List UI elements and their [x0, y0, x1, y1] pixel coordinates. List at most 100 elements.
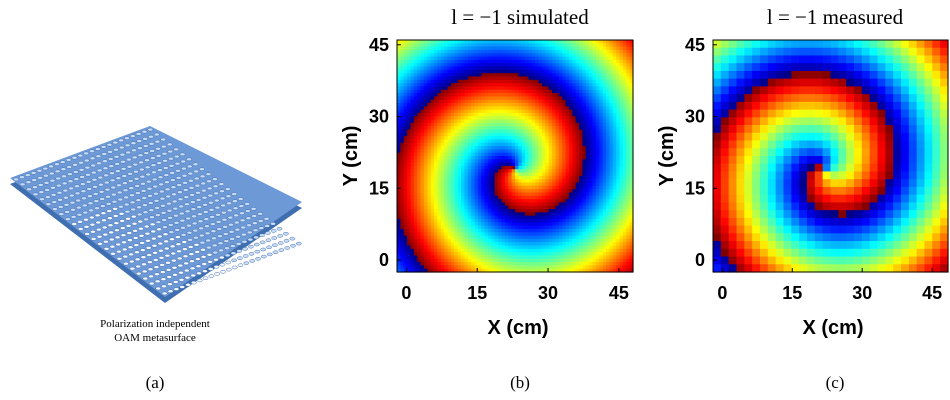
- nano-ring: [156, 287, 161, 290]
- nano-ring: [136, 132, 141, 135]
- nano-ring: [103, 167, 108, 170]
- nano-ring: [260, 241, 265, 244]
- nano-ring: [290, 244, 295, 247]
- nano-ring: [104, 247, 109, 250]
- nano-ring: [135, 258, 140, 261]
- nano-ring: [199, 168, 204, 171]
- nano-ring: [60, 161, 65, 164]
- nano-ring: [215, 272, 220, 275]
- nano-ring: [164, 247, 169, 250]
- nano-ring: [103, 233, 108, 236]
- nano-ring: [74, 185, 79, 188]
- nano-ring: [173, 280, 178, 283]
- nano-ring: [210, 223, 215, 226]
- nano-ring: [155, 280, 160, 283]
- nano-ring: [277, 227, 282, 230]
- nano-ring: [290, 237, 295, 240]
- nano-ring: [253, 229, 258, 232]
- nano-ring: [261, 248, 266, 251]
- nano-ring: [89, 150, 94, 153]
- nano-ring: [243, 254, 248, 257]
- nano-ring: [231, 252, 236, 255]
- nano-ring: [161, 278, 166, 281]
- nano-ring: [201, 255, 206, 258]
- nano-ring: [126, 158, 131, 161]
- nano-ring: [159, 183, 164, 186]
- nano-ring: [173, 207, 178, 210]
- nano-ring: [191, 281, 196, 284]
- nano-ring: [91, 237, 96, 240]
- nano-ring: [145, 166, 150, 169]
- nano-ring: [170, 171, 175, 174]
- nano-ring: [168, 290, 173, 293]
- nano-ring: [130, 135, 135, 138]
- nano-ring: [126, 224, 131, 227]
- nano-ring: [205, 232, 210, 235]
- nano-ring: [96, 162, 101, 165]
- nano-ring: [252, 222, 257, 225]
- nano-ring: [117, 191, 122, 194]
- nano-ring: [76, 199, 81, 202]
- nano-ring: [122, 248, 127, 251]
- nano-ring: [144, 218, 149, 221]
- nano-ring: [151, 230, 156, 233]
- nano-ring: [117, 257, 122, 260]
- nano-ring: [176, 250, 181, 253]
- nano-ring: [148, 128, 153, 131]
- nano-ring: [161, 138, 166, 141]
- nano-ring: [77, 213, 82, 216]
- nano-ring: [14, 178, 19, 181]
- nano-ring: [170, 179, 175, 182]
- nano-ring: [167, 283, 172, 286]
- nano-ring: [168, 223, 173, 226]
- nano-ring: [183, 255, 188, 258]
- nano-ring: [174, 148, 179, 151]
- nano-ring: [80, 183, 85, 186]
- nano-ring: [184, 203, 189, 206]
- nano-ring: [131, 208, 136, 211]
- nano-ring: [141, 189, 146, 192]
- nano-ring: [155, 140, 160, 143]
- nano-ring: [162, 226, 167, 229]
- nano-ring: [145, 239, 150, 242]
- nano-ring: [141, 263, 146, 266]
- nano-ring: [138, 220, 143, 223]
- nano-ring: [166, 195, 171, 198]
- nano-ring: [164, 240, 169, 243]
- nano-ring: [113, 141, 118, 144]
- nano-ring: [190, 193, 195, 196]
- nano-ring: [116, 184, 121, 187]
- nano-ring: [163, 166, 168, 169]
- nano-ring: [156, 228, 161, 231]
- nano-ring: [179, 278, 184, 281]
- nano-ring: [125, 210, 130, 213]
- nano-ring: [237, 250, 242, 253]
- nano-ring: [129, 253, 134, 256]
- nano-ring: [252, 215, 257, 218]
- nano-ring: [248, 245, 253, 248]
- nano-ring: [239, 212, 244, 215]
- nano-ring: [131, 149, 136, 152]
- nano-ring: [123, 262, 128, 265]
- nano-ring: [246, 224, 251, 227]
- nano-ring: [272, 237, 277, 240]
- nano-ring: [85, 232, 90, 235]
- nano-ring: [178, 271, 183, 274]
- nano-ring: [149, 142, 154, 145]
- nano-ring: [139, 161, 144, 164]
- nano-ring: [93, 185, 98, 188]
- nano-ring: [145, 232, 150, 235]
- nano-ring: [78, 161, 83, 164]
- nano-ring: [148, 201, 153, 204]
- nano-ring: [66, 158, 71, 161]
- nano-ring: [179, 205, 184, 208]
- nano-ring: [129, 260, 134, 263]
- nano-ring: [137, 213, 142, 216]
- nano-ring: [239, 205, 244, 208]
- nano-ring: [69, 187, 74, 190]
- nano-ring: [104, 181, 109, 184]
- nano-ring: [265, 224, 270, 227]
- nano-ring: [31, 171, 36, 174]
- nano-ring: [244, 262, 249, 265]
- nano-ring: [165, 254, 170, 257]
